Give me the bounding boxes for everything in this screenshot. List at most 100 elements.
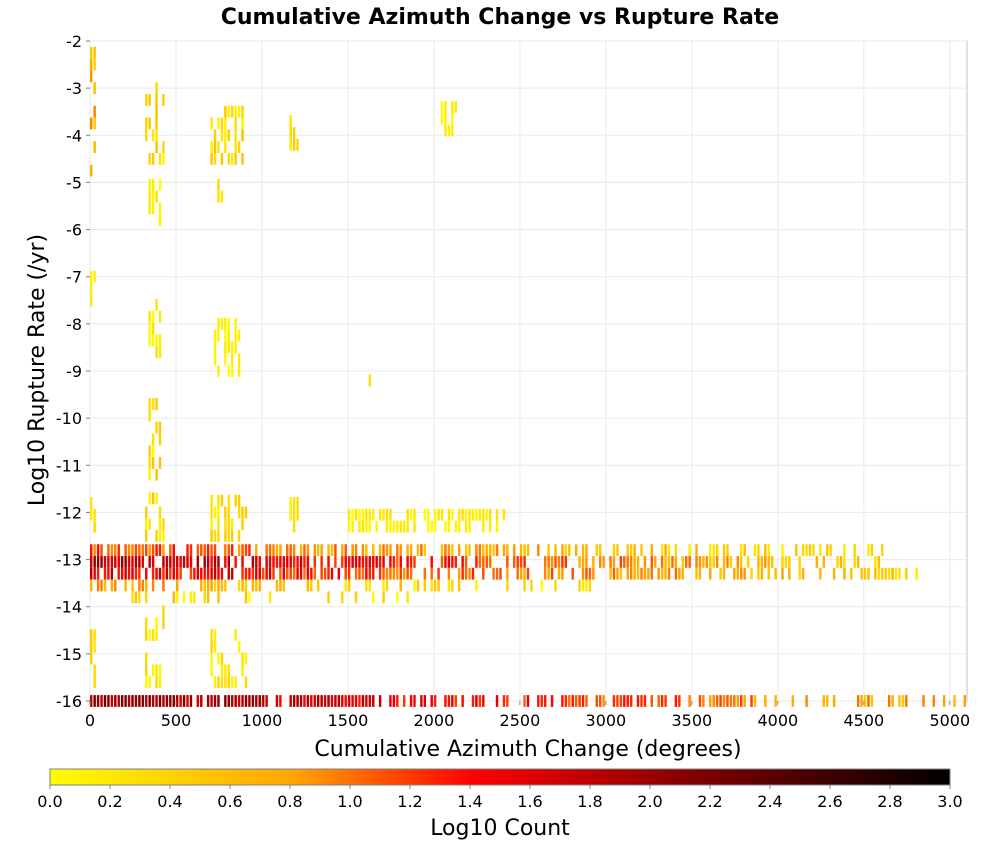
heatmap-cell [296, 497, 299, 509]
heatmap-cell [227, 530, 231, 542]
heatmap-cell [100, 579, 103, 592]
heatmap-cell [158, 310, 162, 323]
heatmap-cell [320, 567, 323, 580]
heatmap-cell [406, 556, 409, 568]
heatmap-cell [261, 695, 265, 707]
heatmap-cell [96, 544, 100, 557]
heatmap-cell [863, 567, 867, 580]
heatmap-cell [151, 322, 155, 335]
heatmap-cell [636, 567, 640, 580]
heatmap-cell [151, 178, 155, 191]
heatmap-cell [736, 567, 740, 580]
y-axis-ticks: -2 -3 -4 -5 -6 -7 -8 -9 -10 -11 -12 -13 -14 -15 -16 [56, 32, 90, 711]
heatmap-cell [392, 556, 396, 568]
heatmap-cell [217, 494, 220, 507]
heatmap-cell [213, 506, 217, 519]
heatmap-cell [169, 544, 172, 557]
heatmap-cell [203, 556, 206, 568]
heatmap-cell [172, 567, 175, 580]
heatmap-cell [420, 695, 423, 707]
heatmap-cell [151, 457, 155, 469]
heatmap-cell [217, 317, 220, 330]
heatmap-cell [860, 695, 863, 707]
heatmap-cell [561, 567, 564, 580]
heatmap-cell [378, 556, 382, 568]
heatmap-cell [224, 353, 227, 366]
heatmap-cell [237, 544, 241, 557]
heatmap-cell [726, 556, 729, 568]
heatmap-cell [488, 520, 492, 533]
heatmap-cell [148, 94, 151, 106]
heatmap-cell [702, 695, 705, 707]
heatmap-cell [158, 518, 162, 531]
heatmap-cell [275, 579, 279, 592]
heatmap-cell [440, 101, 444, 113]
heatmap-cell [220, 676, 224, 689]
heatmap-cell [151, 567, 155, 580]
heatmap-cell [248, 567, 251, 580]
heatmap-cell [492, 567, 495, 580]
heatmap-cell [698, 567, 702, 580]
heatmap-cell [660, 544, 664, 557]
heatmap-cell [179, 567, 182, 580]
heatmap-cell [574, 544, 578, 557]
heatmap-cell [722, 544, 726, 557]
heatmap-cell [210, 506, 213, 519]
heatmap-cell [189, 556, 193, 568]
heatmap-cell [344, 544, 347, 557]
heatmap-cell [784, 556, 788, 568]
heatmap-cell [155, 664, 158, 677]
heatmap-cell [543, 695, 547, 707]
heatmap-cell [241, 652, 244, 665]
heatmap-cell [543, 567, 547, 580]
heatmap-cell [175, 695, 179, 707]
heatmap-cell [90, 652, 93, 665]
heatmap-cell [547, 544, 550, 557]
heatmap-cell [231, 518, 234, 531]
heatmap-cell [341, 591, 344, 604]
heatmap-cell [193, 591, 196, 604]
heatmap-cell [231, 676, 234, 689]
heatmap-cell [155, 334, 158, 347]
heatmap-cell [279, 579, 282, 592]
heatmap-cell [616, 567, 619, 580]
heatmap-cell [588, 567, 592, 580]
heatmap-cell [93, 640, 96, 653]
heatmap-cell [93, 105, 96, 118]
heatmap-cell [382, 508, 385, 521]
heatmap-cell [372, 508, 375, 521]
heatmap-cell [392, 520, 396, 533]
heatmap-cell [286, 567, 289, 580]
heatmap-cell [347, 579, 351, 592]
heatmap-cell [234, 341, 237, 354]
heatmap-cell [819, 544, 822, 557]
heatmap-cell [409, 567, 413, 580]
heatmap-cell [571, 567, 574, 580]
heatmap-cell [451, 124, 454, 137]
x-axis-ticks: 0 500 1000 1500 2000 2500 3000 3500 4000 4500 5000 [85, 701, 970, 730]
y-tick-label: -6 [66, 221, 82, 240]
heatmap-cell [523, 567, 526, 580]
heatmap-cell [361, 695, 365, 707]
heatmap-cell [148, 445, 151, 458]
heatmap-cell [251, 567, 255, 580]
plot-area [89, 40, 968, 707]
heatmap-cell [134, 556, 138, 568]
heatmap-cell [306, 556, 310, 568]
heatmap-cell [138, 556, 141, 568]
heatmap-cell [213, 640, 217, 653]
heatmap-cell [468, 544, 471, 557]
heatmap-cell [764, 544, 767, 557]
heatmap-cell [117, 695, 120, 707]
heatmap-cell [626, 556, 629, 568]
heatmap-cell [550, 556, 554, 568]
heatmap-cell [148, 398, 151, 410]
colorbar-ticks: 0.0 0.2 0.4 0.6 0.8 1.0 1.2 1.4 1.6 1.8 2.0 2.2 2.4 2… [37, 785, 963, 811]
heatmap-cell [891, 695, 894, 707]
x-tick-label: 3000 [586, 711, 627, 730]
heatmap-cell [502, 695, 506, 707]
heatmap-cell [619, 695, 623, 707]
heatmap-cell [454, 520, 457, 533]
heatmap-cell [495, 695, 499, 707]
heatmap-cell [478, 695, 482, 707]
